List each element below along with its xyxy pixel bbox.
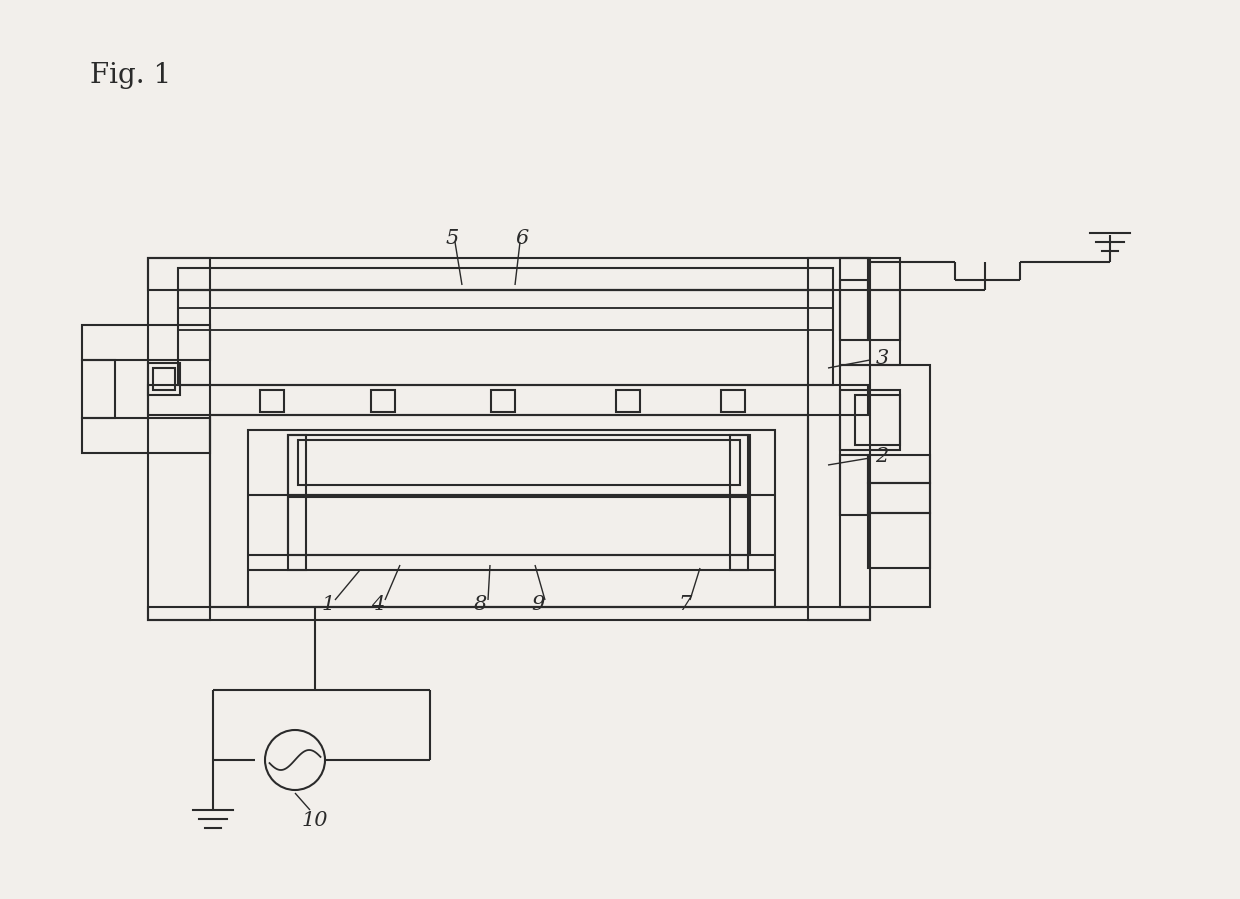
Bar — [371, 390, 396, 412]
Bar — [288, 497, 750, 555]
Text: 7: 7 — [678, 595, 692, 615]
Bar — [868, 455, 930, 483]
Bar — [720, 390, 745, 412]
Text: 9: 9 — [532, 595, 544, 615]
Bar — [148, 258, 868, 290]
Bar — [868, 513, 930, 568]
Text: 3: 3 — [875, 349, 889, 368]
Text: 10: 10 — [301, 811, 329, 830]
Bar — [148, 258, 210, 620]
Bar — [179, 268, 833, 290]
Bar — [839, 365, 930, 607]
Text: 5: 5 — [445, 228, 459, 247]
Text: 4: 4 — [371, 595, 384, 615]
Text: 6: 6 — [516, 228, 528, 247]
Bar — [868, 290, 900, 340]
Bar — [82, 418, 210, 453]
Text: 2: 2 — [875, 447, 889, 466]
Text: Fig. 1: Fig. 1 — [91, 62, 171, 89]
Bar — [248, 430, 775, 607]
Bar — [616, 390, 640, 412]
Bar — [839, 280, 868, 340]
Bar — [868, 483, 930, 513]
Bar — [148, 607, 870, 620]
Text: 8: 8 — [474, 595, 486, 615]
Bar — [839, 258, 900, 365]
Bar — [210, 415, 808, 607]
Bar — [179, 290, 833, 385]
Bar — [730, 435, 748, 570]
Bar — [839, 390, 900, 450]
Bar — [260, 390, 284, 412]
Bar — [856, 395, 900, 445]
Bar — [298, 440, 740, 485]
Bar — [808, 258, 870, 620]
Bar — [82, 325, 210, 360]
Bar — [288, 435, 750, 495]
Text: 1: 1 — [321, 595, 335, 615]
Bar — [148, 385, 868, 415]
Bar — [491, 390, 515, 412]
Bar — [148, 363, 180, 395]
Bar — [288, 435, 306, 570]
Bar — [153, 368, 175, 390]
Bar — [839, 455, 868, 515]
Bar — [82, 360, 115, 418]
